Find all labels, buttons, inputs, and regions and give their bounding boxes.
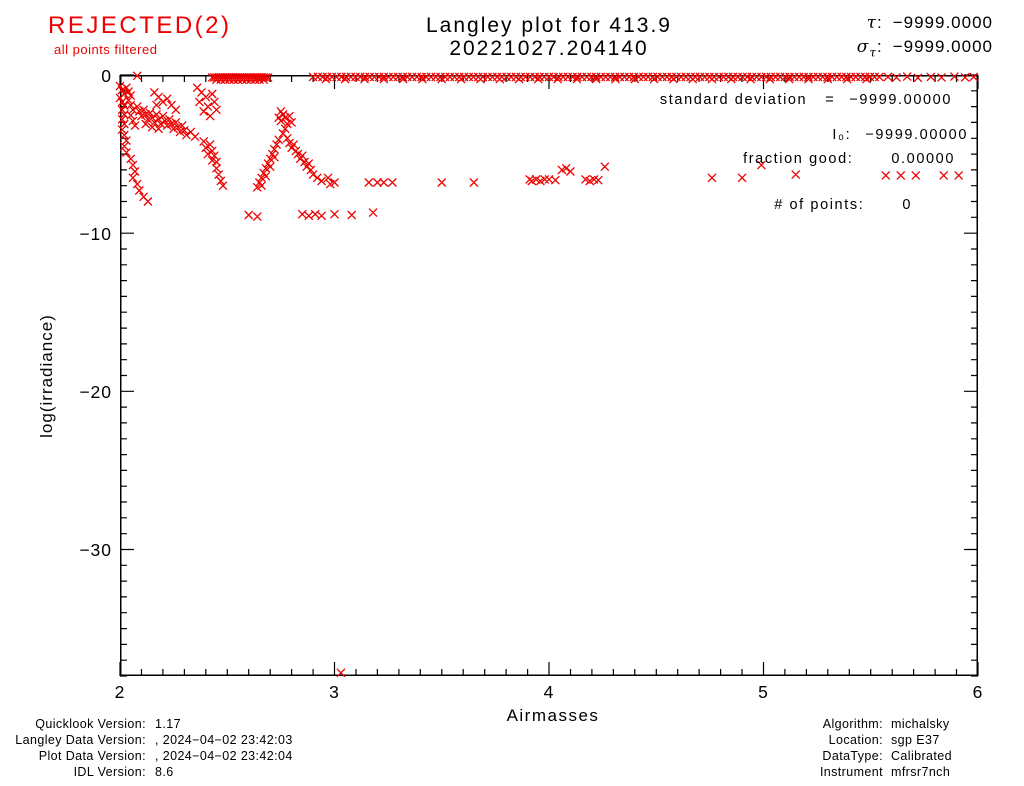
x-axis-title: Airmasses	[506, 706, 600, 725]
y-tick-label: 0	[101, 66, 112, 86]
rejected-reason-label: all points filtered	[54, 42, 158, 57]
tau-symbol: τ	[866, 13, 877, 33]
i0-label: I₀:	[832, 127, 852, 143]
y-tick-label: −30	[79, 540, 112, 561]
fraction-good-label: fraction good:	[743, 151, 854, 167]
sigma-tau-value: −9999.0000	[892, 37, 993, 56]
y-axis-title: log(irradiance)	[37, 314, 56, 438]
instrument-row: Instrument mfrsr7nch	[819, 765, 951, 779]
fraction-good-readout: fraction good: 0.00000	[743, 151, 955, 167]
plot-title-block: Langley plot for 413.9 20221027.204140	[349, 14, 749, 60]
num-points-readout: # of points: 0	[774, 197, 912, 213]
datatype-row: DataType: Calibrated	[822, 749, 952, 763]
i0-readout: I₀: −9999.00000	[832, 127, 968, 143]
algorithm-row: Algorithm: michalsky	[822, 717, 950, 731]
instrument-info-block: Algorithm: michalsky Location: sgp E37 Dat…	[780, 716, 952, 780]
tau-colon: :	[876, 13, 883, 32]
rejected-status-label: REJECTED(2)	[48, 12, 232, 39]
standard-deviation-label: standard deviation	[659, 92, 808, 108]
version-info-block: Quicklook Version: 1.17 Langley Data Vers…	[0, 716, 293, 780]
y-tick-label: −10	[79, 224, 112, 245]
location-row: Location: sgp E37	[828, 733, 940, 747]
quicklook-version-row: Quicklook Version: 1.17	[35, 717, 181, 731]
langley-plot-area: 2 3 4 5 6 0 −10 −20 −30	[79, 66, 982, 702]
plot-svg	[115, 71, 979, 678]
plot-title: Langley plot for 413.9	[426, 14, 672, 37]
sigma-symbol: σ	[856, 37, 870, 57]
x-tick-label: 3	[329, 682, 340, 702]
tau-value: −9999.0000	[892, 13, 993, 32]
num-points-value: 0	[902, 197, 912, 213]
x-tick-label: 2	[114, 682, 126, 702]
equals-sign: =	[825, 92, 836, 108]
langley-data-version-row: Langley Data Version:, 2024−04−02 23:42:…	[15, 733, 293, 747]
standard-deviation-value: −9999.00000	[849, 92, 952, 108]
y-tick-label: −20	[79, 382, 112, 403]
tau-row: τ: −9999.0000	[857, 11, 993, 35]
idl-version-row: IDL Version: 8.6	[73, 765, 174, 779]
sigma-subscript: τ	[869, 45, 877, 60]
standard-deviation-readout: standard deviation = −9999.00000	[660, 92, 952, 108]
i0-value: −9999.00000	[865, 127, 968, 143]
plot-data-version-row: Plot Data Version:, 2024−04−02 23:42:04	[38, 749, 293, 763]
tau-stats-block: τ: −9999.0000 στ: −9999.0000	[857, 11, 993, 64]
num-points-label: # of points:	[774, 197, 865, 213]
axis-ticks	[119, 74, 979, 677]
x-tick-label: 5	[758, 682, 769, 702]
fraction-good-value: 0.00000	[891, 151, 955, 167]
x-tick-label: 4	[543, 682, 555, 702]
sigma-tau-row: στ: −9999.0000	[857, 35, 993, 64]
plot-subtitle-datetime: 20221027.204140	[449, 37, 649, 60]
scatter-points-path	[115, 71, 979, 678]
sigma-colon: :	[876, 37, 883, 56]
x-tick-label: 6	[972, 682, 984, 702]
